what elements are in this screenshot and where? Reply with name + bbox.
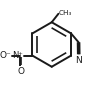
Text: O⁻: O⁻ [0, 51, 12, 60]
Text: N: N [75, 56, 82, 65]
Text: O: O [17, 67, 24, 76]
Text: N⁺: N⁺ [12, 51, 23, 60]
Text: CH₃: CH₃ [59, 10, 73, 16]
